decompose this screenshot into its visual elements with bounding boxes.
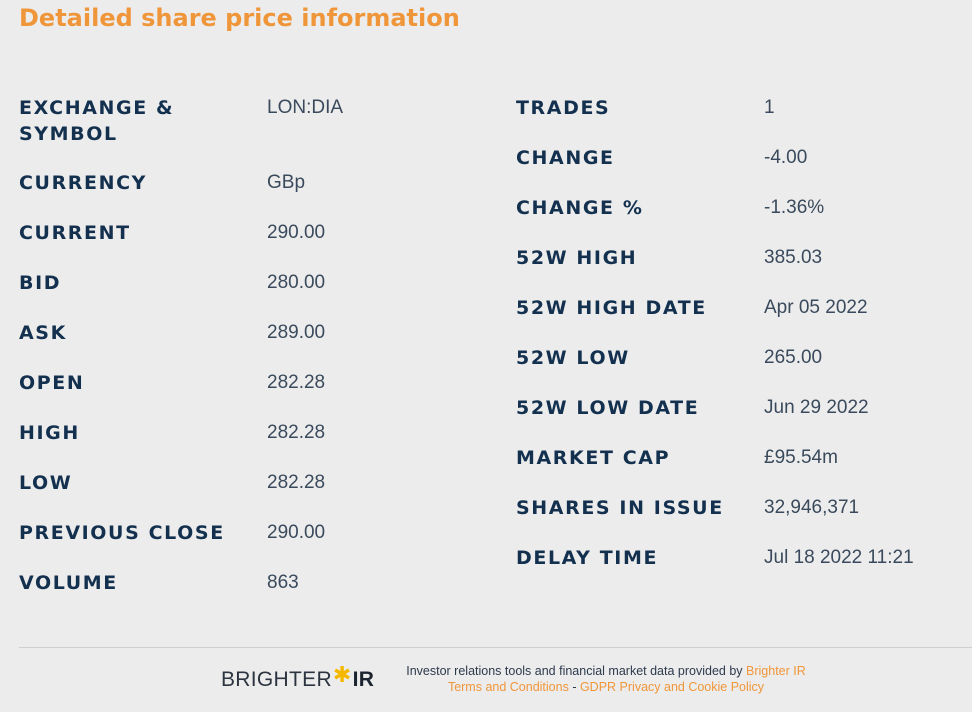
share-info-left-column: EXCHANGE & SYMBOL LON:DIA CURRENCY GBp C… [19, 93, 489, 618]
info-row-shares-in-issue: SHARES IN ISSUE 32,946,371 [516, 493, 972, 543]
info-value: 265.00 [764, 347, 823, 368]
info-value: 1 [764, 97, 775, 118]
info-row-ask: ASK 289.00 [19, 318, 489, 368]
info-value: 290.00 [267, 222, 326, 243]
info-value: 863 [267, 572, 299, 593]
info-label: OPEN [19, 372, 85, 394]
info-value: Apr 05 2022 [764, 297, 868, 318]
info-row-low: LOW 282.28 [19, 468, 489, 518]
info-label: 52W LOW DATE [516, 397, 700, 419]
info-label: CHANGE [516, 147, 615, 169]
info-row-volume: VOLUME 863 [19, 568, 489, 618]
info-label: TRADES [516, 97, 611, 119]
info-label: DELAY TIME [516, 547, 659, 569]
legal-links: Terms and Conditions - GDPR Privacy and … [390, 679, 822, 695]
credit-text: Investor relations tools and financial m… [406, 664, 747, 678]
info-value: -1.36% [764, 197, 825, 218]
info-label: 52W LOW [516, 347, 630, 369]
info-label: CHANGE % [516, 197, 644, 219]
footer-credit: Investor relations tools and financial m… [390, 663, 822, 695]
info-row-previous-close: PREVIOUS CLOSE 290.00 [19, 518, 489, 568]
terms-link[interactable]: Terms and Conditions [447, 680, 569, 694]
info-value: 282.28 [267, 472, 326, 493]
info-row-current: CURRENT 290.00 [19, 218, 489, 268]
info-row-market-cap: MARKET CAP £95.54m [516, 443, 972, 493]
info-value: 282.28 [267, 372, 326, 393]
info-value: Jun 29 2022 [764, 397, 869, 418]
info-value: LON:DIA [267, 97, 344, 118]
info-label: SHARES IN ISSUE [516, 497, 724, 519]
info-row-52w-high: 52W HIGH 385.03 [516, 243, 972, 293]
share-info-right-column: TRADES 1 CHANGE -4.00 CHANGE % -1.36% 52… [516, 93, 972, 593]
info-value: 282.28 [267, 422, 326, 443]
info-value: 290.00 [267, 522, 326, 543]
info-label: CURRENCY [19, 172, 148, 194]
logo-suffix: IR [352, 668, 375, 691]
info-row-delay-time: DELAY TIME Jul 18 2022 11:21 [516, 543, 972, 593]
info-value: 289.00 [267, 322, 326, 343]
page-title: Detailed share price information [19, 4, 460, 32]
info-row-change-percent: CHANGE % -1.36% [516, 193, 972, 243]
info-label: CURRENT [19, 222, 131, 244]
footer-divider [19, 647, 972, 648]
info-value: 280.00 [267, 272, 326, 293]
info-label: EXCHANGE & SYMBOL [19, 97, 175, 145]
info-label: VOLUME [19, 572, 118, 594]
info-row-open: OPEN 282.28 [19, 368, 489, 418]
info-value: 32,946,371 [764, 497, 860, 518]
info-row-trades: TRADES 1 [516, 93, 972, 143]
info-row-52w-low-date: 52W LOW DATE Jun 29 2022 [516, 393, 972, 443]
star-icon: ✱ [332, 662, 352, 687]
brighter-ir-logo: BRIGHTER ✱ IR [221, 662, 375, 693]
info-value: -4.00 [764, 147, 808, 168]
info-row-52w-high-date: 52W HIGH DATE Apr 05 2022 [516, 293, 972, 343]
info-value: £95.54m [764, 447, 838, 468]
info-row-currency: CURRENCY GBp [19, 168, 489, 218]
info-row-exchange-symbol: EXCHANGE & SYMBOL LON:DIA [19, 93, 489, 168]
info-label: 52W HIGH [516, 247, 638, 269]
info-value: 385.03 [764, 247, 823, 268]
info-label: ASK [19, 322, 67, 344]
info-label: MARKET CAP [516, 447, 671, 469]
info-label: PREVIOUS CLOSE [19, 522, 225, 544]
privacy-link[interactable]: GDPR Privacy and Cookie Policy [579, 680, 765, 694]
link-separator: - [568, 680, 580, 694]
info-row-52w-low: 52W LOW 265.00 [516, 343, 972, 393]
info-label: LOW [19, 472, 73, 494]
info-value: Jul 18 2022 11:21 [764, 547, 914, 568]
info-row-bid: BID 280.00 [19, 268, 489, 318]
info-label: 52W HIGH DATE [516, 297, 707, 319]
info-row-high: HIGH 282.28 [19, 418, 489, 468]
info-label: HIGH [19, 422, 80, 444]
brighter-ir-link[interactable]: Brighter IR [746, 664, 806, 678]
info-label: BID [19, 272, 62, 294]
credit-line: Investor relations tools and financial m… [390, 663, 822, 679]
info-value: GBp [267, 172, 306, 193]
info-row-change: CHANGE -4.00 [516, 143, 972, 193]
logo-text: BRIGHTER [221, 668, 332, 691]
